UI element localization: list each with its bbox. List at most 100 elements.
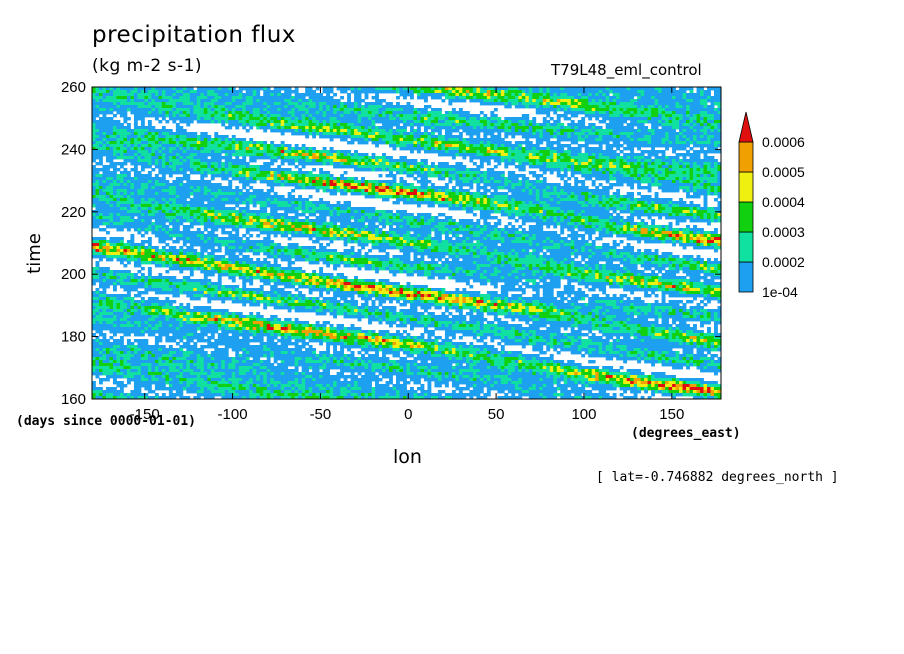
heatmap-cell — [168, 111, 173, 115]
heatmap-cell — [378, 174, 383, 178]
heatmap-cell — [112, 162, 117, 166]
heatmap-cell — [616, 120, 621, 124]
heatmap-cell — [483, 159, 488, 163]
heatmap-cell — [556, 108, 561, 112]
chart-units: (kg m-2 s-1) — [92, 56, 203, 76]
heatmap-cell — [525, 180, 530, 184]
heatmap-cell — [378, 111, 383, 115]
heatmap-cell — [577, 99, 582, 103]
heatmap-cell — [235, 93, 240, 97]
heatmap-cell — [598, 99, 603, 103]
heatmap-cell — [437, 138, 442, 142]
heatmap-cell — [679, 96, 683, 100]
heatmap-cell — [437, 168, 442, 172]
heatmap-cell — [147, 102, 152, 106]
heatmap-cell — [371, 180, 376, 184]
heatmap-cell — [714, 117, 718, 121]
heatmap-cell — [588, 108, 593, 112]
heatmap-cell — [200, 135, 205, 139]
heatmap-cell — [221, 99, 226, 103]
heatmap-cell — [423, 162, 428, 166]
heatmap-cell — [105, 177, 110, 181]
heatmap-cell — [392, 120, 397, 124]
heatmap-cell — [175, 156, 180, 160]
heatmap-cell — [448, 117, 453, 121]
heatmap-cell — [493, 144, 498, 148]
heatmap-cell — [626, 93, 631, 97]
heatmap-cell — [277, 99, 282, 103]
heatmap-cell — [689, 114, 694, 118]
heatmap-cell — [263, 129, 268, 133]
heatmap-cell — [168, 138, 173, 142]
heatmap-cell — [298, 156, 303, 160]
heatmap-cell — [602, 114, 607, 118]
heatmap-cell — [235, 171, 240, 175]
heatmap-cell — [679, 144, 683, 148]
heatmap-cell — [389, 117, 393, 121]
heatmap-cell — [469, 153, 474, 157]
heatmap-cell — [413, 165, 418, 169]
heatmap-cell — [423, 165, 428, 169]
heatmap-cell — [448, 111, 453, 115]
heatmap-cell — [308, 159, 313, 163]
heatmap-cell — [696, 114, 701, 118]
heatmap-cell — [542, 183, 547, 187]
heatmap-cell — [210, 171, 215, 175]
heatmap-cell — [546, 99, 551, 103]
heatmap-cell — [518, 96, 523, 100]
heatmap-cell — [371, 156, 376, 160]
heatmap-cell — [193, 165, 198, 169]
heatmap-cell — [549, 129, 554, 133]
heatmap-cell — [602, 93, 607, 97]
heatmap-cell — [532, 120, 537, 124]
heatmap-cell — [651, 135, 655, 139]
heatmap-cell — [203, 111, 208, 115]
heatmap-cell — [476, 87, 481, 91]
heatmap-cell — [92, 114, 96, 118]
heatmap-cell — [116, 123, 121, 127]
heatmap-cell — [588, 126, 593, 130]
heatmap-cell — [619, 156, 624, 160]
heatmap-cell — [294, 183, 299, 187]
heatmap-cell — [609, 138, 614, 142]
heatmap-cell — [710, 105, 715, 109]
heatmap-cell — [658, 99, 662, 103]
heatmap-cell — [396, 168, 400, 172]
heatmap-cell — [112, 165, 117, 169]
heatmap-cell — [319, 135, 324, 139]
heatmap-cell — [329, 123, 334, 127]
heatmap-cell — [322, 177, 327, 181]
heatmap-cell — [284, 126, 289, 130]
heatmap-cell — [109, 159, 114, 163]
heatmap-cell — [95, 102, 100, 106]
heatmap-cell — [109, 165, 114, 169]
heatmap-cell — [189, 171, 194, 175]
heatmap-cell — [389, 159, 393, 163]
heatmap-cell — [210, 99, 215, 103]
heatmap-cell — [682, 174, 687, 178]
heatmap-cell — [686, 126, 690, 130]
heatmap-cell — [375, 162, 379, 166]
heatmap-cell — [703, 138, 708, 142]
heatmap-cell — [186, 99, 191, 103]
heatmap-cell — [294, 123, 299, 127]
heatmap-cell — [119, 132, 124, 136]
heatmap-cell — [287, 150, 292, 154]
heatmap-cell — [266, 153, 271, 157]
heatmap-cell — [277, 114, 282, 118]
heatmap-cell — [570, 159, 575, 163]
heatmap-cell — [371, 90, 376, 94]
heatmap-cell — [493, 114, 498, 118]
heatmap-cell — [598, 138, 603, 142]
chart-title: precipitation flux — [92, 22, 296, 48]
heatmap-cell — [270, 108, 275, 112]
heatmap-cell — [175, 168, 180, 172]
heatmap-cell — [469, 147, 474, 151]
heatmap-cell — [182, 156, 187, 160]
heatmap-cell — [168, 171, 173, 175]
heatmap-cell — [357, 87, 362, 91]
heatmap-cell — [389, 162, 393, 166]
heatmap-cell — [112, 183, 117, 187]
heatmap-cell — [448, 96, 453, 100]
heatmap-cell — [609, 174, 614, 178]
